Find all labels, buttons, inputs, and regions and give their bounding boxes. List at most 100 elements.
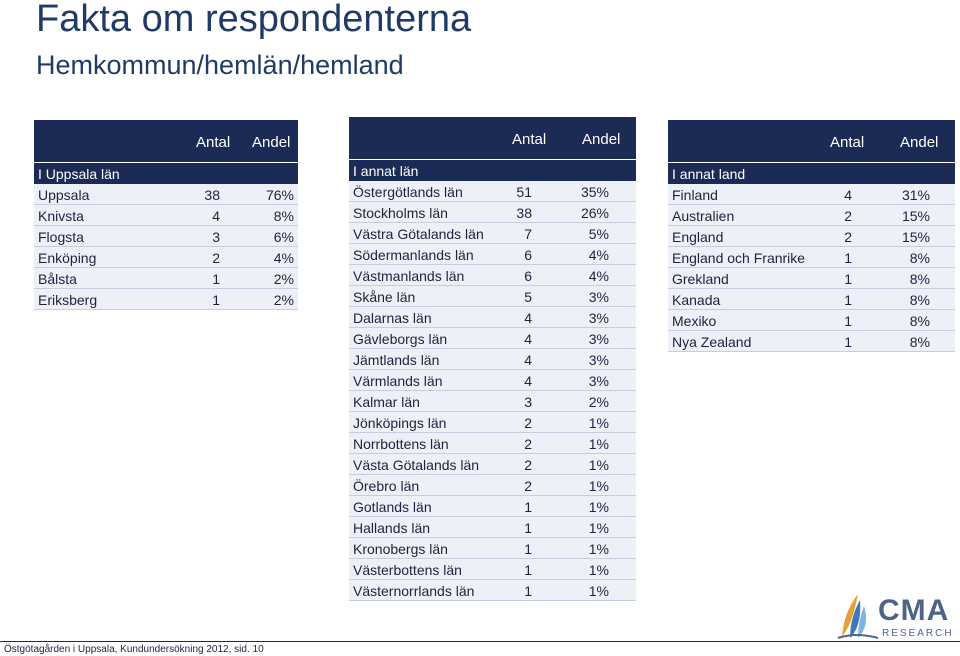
row-antal: 1 xyxy=(524,520,532,536)
table-row: Grekland 1 8% xyxy=(668,268,955,289)
table-row: England 2 15% xyxy=(668,226,955,247)
row-antal: 4 xyxy=(524,352,532,368)
row-antal: 1 xyxy=(524,562,532,578)
other-country-table: Antal Andel I annat land Finland 4 31% Aust… xyxy=(668,120,955,352)
row-name: Kalmar län xyxy=(353,394,420,410)
row-name: Bålsta xyxy=(38,271,77,287)
row-andel: 26% xyxy=(580,205,609,221)
row-antal: 51 xyxy=(516,184,532,200)
row-andel: 1% xyxy=(588,562,609,578)
group-label: I annat län xyxy=(353,163,419,179)
row-andel: 15% xyxy=(901,208,930,224)
table-row: Knivsta 4 8% xyxy=(34,205,298,226)
row-antal: 2 xyxy=(524,415,532,431)
table-row: Värmlands län 4 3% xyxy=(349,370,636,391)
row-andel: 15% xyxy=(901,229,930,245)
row-name: Västerbottens län xyxy=(353,562,462,578)
row-andel: 8% xyxy=(273,208,294,224)
antal-header: Antal xyxy=(512,131,547,148)
sail-logo-icon xyxy=(837,594,879,639)
table-row: Gotlands län 1 1% xyxy=(349,496,636,517)
row-antal: 38 xyxy=(204,187,220,203)
table-header: Antal Andel xyxy=(34,120,298,163)
logo-tagline: RESEARCH xyxy=(882,628,954,639)
group-row: I annat län xyxy=(349,160,636,181)
row-andel: 1% xyxy=(588,520,609,536)
other-county-table: Antal Andel I annat län Östergötlands lä… xyxy=(349,117,636,601)
group-row: I annat land xyxy=(668,163,955,184)
row-andel: 1% xyxy=(588,478,609,494)
row-name: Västernorrlands län xyxy=(353,583,475,599)
table-row: Västa Götalands län 2 1% xyxy=(349,454,636,475)
table-row: Örebro län 2 1% xyxy=(349,475,636,496)
table-row: Enköping 2 4% xyxy=(34,247,298,268)
group-row: I Uppsala län xyxy=(34,163,298,184)
row-antal: 7 xyxy=(524,226,532,242)
row-antal: 2 xyxy=(844,229,852,245)
row-antal: 1 xyxy=(844,313,852,329)
row-antal: 1 xyxy=(212,271,220,287)
page-subtitle: Hemkommun/hemlän/hemland xyxy=(36,50,404,80)
row-name: Nya Zealand xyxy=(672,334,752,350)
row-name: Finland xyxy=(672,187,718,203)
row-andel: 3% xyxy=(588,289,609,305)
table-row: Finland 4 31% xyxy=(668,184,955,205)
row-antal: 1 xyxy=(212,292,220,308)
row-andel: 1% xyxy=(588,436,609,452)
group-label: I annat land xyxy=(672,166,746,182)
page-title: Fakta om respondenterna xyxy=(36,0,472,40)
andel-header: Andel xyxy=(582,131,621,148)
andel-header: Andel xyxy=(252,134,291,151)
row-name: Skåne län xyxy=(353,289,416,305)
row-antal: 4 xyxy=(844,187,852,203)
row-andel: 2% xyxy=(273,271,294,287)
row-name: Västa Götalands län xyxy=(353,457,480,473)
row-andel: 35% xyxy=(580,184,609,200)
row-antal: 2 xyxy=(844,208,852,224)
table-row: Kronobergs län 1 1% xyxy=(349,538,636,559)
table-row: Skåne län 5 3% xyxy=(349,286,636,307)
row-andel: 4% xyxy=(588,268,609,284)
table-row: Västmanlands län 6 4% xyxy=(349,265,636,286)
table-body: Östergötlands län 51 35% Stockholms län 38 26… xyxy=(349,181,636,601)
row-antal: 2 xyxy=(212,250,220,266)
table-row: Uppsala 38 76% xyxy=(34,184,298,205)
table-row: Norrbottens län 2 1% xyxy=(349,433,636,454)
row-andel: 8% xyxy=(909,334,930,350)
row-name: Västmanlands län xyxy=(353,268,465,284)
row-name: England xyxy=(672,229,724,245)
row-antal: 1 xyxy=(524,541,532,557)
row-name: Norrbottens län xyxy=(353,436,449,452)
table-body: Uppsala 38 76% Knivsta 4 8% Flogsta 3 6% Enköping… xyxy=(34,184,298,310)
footer-text: Östgötagården i Uppsala, Kundundersöknin… xyxy=(4,644,264,655)
row-andel: 76% xyxy=(265,187,294,203)
row-andel: 8% xyxy=(909,292,930,308)
row-antal: 2 xyxy=(524,457,532,473)
row-name: Eriksberg xyxy=(38,292,98,308)
footer-divider xyxy=(0,641,960,642)
row-antal: 4 xyxy=(524,373,532,389)
table-row: England och Franrike 1 8% xyxy=(668,247,955,268)
row-name: Gävleborgs län xyxy=(353,331,448,347)
row-andel: 8% xyxy=(909,313,930,329)
table-row: Stockholms län 38 26% xyxy=(349,202,636,223)
table-row: Eriksberg 1 2% xyxy=(34,289,298,310)
row-andel: 4% xyxy=(273,250,294,266)
row-name: Östergötlands län xyxy=(353,184,463,200)
row-name: Grekland xyxy=(672,271,729,287)
table-row: Västerbottens län 1 1% xyxy=(349,559,636,580)
row-name: Jämtlands län xyxy=(353,352,440,368)
table-row: Kanada 1 8% xyxy=(668,289,955,310)
table-row: Mexiko 1 8% xyxy=(668,310,955,331)
row-andel: 8% xyxy=(909,271,930,287)
row-name: Hallands län xyxy=(353,520,431,536)
table-body: Finland 4 31% Australien 2 15% England 2 15% Engl… xyxy=(668,184,955,352)
row-andel: 1% xyxy=(588,583,609,599)
table-row: Södermanlands län 6 4% xyxy=(349,244,636,265)
row-name: Kanada xyxy=(672,292,721,308)
row-name: Västra Götalands län xyxy=(353,226,484,242)
row-antal: 2 xyxy=(524,478,532,494)
row-andel: 3% xyxy=(588,352,609,368)
row-andel: 1% xyxy=(588,499,609,515)
row-name: Stockholms län xyxy=(353,205,448,221)
